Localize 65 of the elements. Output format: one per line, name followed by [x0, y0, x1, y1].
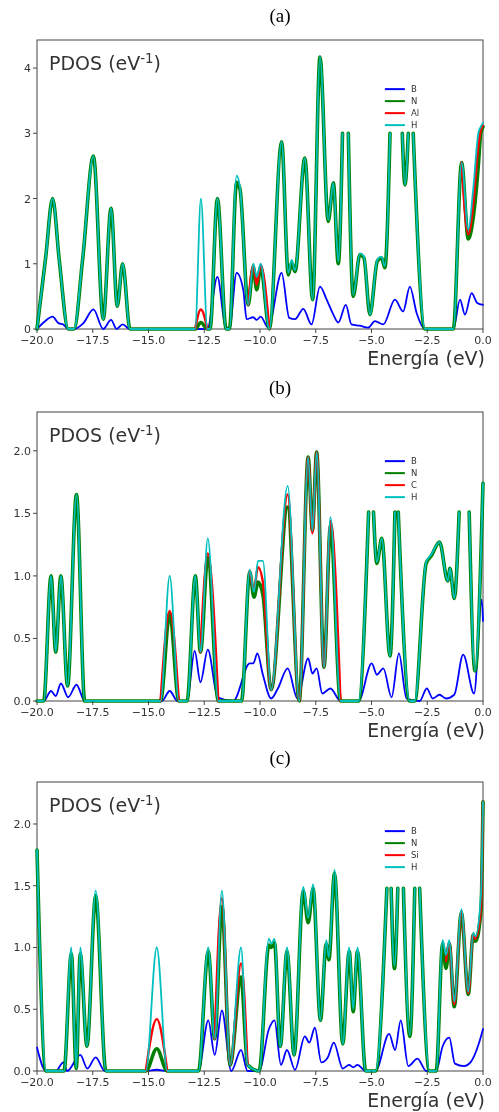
y-tick-label: 1.0	[13, 941, 31, 955]
x-axis-title: Energía (eV)	[367, 347, 485, 369]
legend-label: Al	[410, 108, 420, 119]
x-tick-label: −15.0	[131, 1076, 166, 1089]
x-tick-label: −5.0	[358, 706, 385, 719]
x-tick-label: 0.0	[474, 334, 492, 347]
x-tick-label: −17.5	[75, 1076, 110, 1089]
x-tick-label: −2.5	[413, 334, 441, 347]
legend-label: H	[410, 120, 418, 131]
x-tick-label: −12.5	[187, 706, 222, 719]
y-tick-label: 1.5	[13, 879, 31, 893]
y-tick-label: 2.0	[13, 444, 31, 458]
y-tick-label: 0.0	[13, 1065, 31, 1078]
line-series	[246, 263, 271, 331]
x-tick-label: 0.0	[474, 706, 492, 719]
legend-label: N	[410, 838, 418, 849]
y-axis-title: PDOS (eV$^{-1}$)	[49, 422, 161, 446]
y-tick-label: 0.5	[13, 1003, 31, 1017]
y-tick-label: 0	[24, 323, 31, 336]
x-axis-title: Energía (eV)	[367, 1089, 485, 1111]
chart-title: (b)	[268, 377, 292, 399]
chart-title: (c)	[269, 747, 291, 769]
x-tick-label: −7.5	[302, 334, 330, 347]
x-tick-label: 0.0	[474, 1076, 492, 1089]
legend-label: B	[410, 826, 417, 837]
y-axis-title: PDOS (eV$^{-1}$)	[49, 50, 161, 74]
x-tick-label: −2.5	[413, 1076, 441, 1089]
line-series	[460, 124, 485, 236]
legend-label: N	[410, 96, 418, 107]
x-tick-label: −20.0	[20, 334, 54, 347]
x-tick-label: −17.5	[75, 334, 110, 347]
x-tick-label: −5.0	[358, 1076, 385, 1089]
y-tick-label: 1.0	[13, 569, 31, 583]
y-tick-label: 4	[24, 62, 31, 76]
x-tick-label: −20.0	[20, 706, 54, 719]
x-tick-label: −12.5	[187, 334, 222, 347]
x-tick-label: −7.5	[302, 706, 330, 719]
y-tick-label: 2.0	[13, 817, 31, 831]
x-tick-label: −17.5	[75, 706, 110, 719]
x-tick-label: −5.0	[358, 334, 385, 347]
y-tick-label: 1.5	[13, 507, 31, 521]
legend-label: H	[410, 492, 418, 503]
chart-title: (a)	[269, 5, 291, 27]
legend-label: B	[410, 456, 417, 467]
x-tick-label: −20.0	[20, 1076, 54, 1089]
x-tick-label: −10.0	[243, 706, 277, 719]
x-tick-label: −15.0	[131, 706, 166, 719]
x-tick-label: −2.5	[413, 706, 441, 719]
y-tick-label: 0.5	[13, 632, 31, 646]
y-axis-title: PDOS (eV$^{-1}$)	[49, 792, 161, 816]
legend-label: H	[410, 862, 418, 873]
y-tick-label: 3	[24, 127, 31, 141]
x-axis-title: Energía (eV)	[367, 719, 485, 741]
y-tick-label: 1	[24, 257, 31, 271]
x-tick-label: −12.5	[187, 1076, 222, 1089]
legend-label: C	[410, 480, 417, 491]
x-tick-label: −7.5	[302, 1076, 330, 1089]
x-tick-label: −15.0	[131, 334, 166, 347]
x-tick-label: −10.0	[243, 1076, 277, 1089]
legend-label: Si	[410, 850, 419, 861]
y-tick-label: 0.0	[13, 695, 31, 708]
y-tick-label: 2	[24, 192, 31, 206]
legend-label: B	[410, 84, 417, 95]
legend-label: N	[410, 468, 418, 479]
x-tick-label: −10.0	[243, 334, 277, 347]
